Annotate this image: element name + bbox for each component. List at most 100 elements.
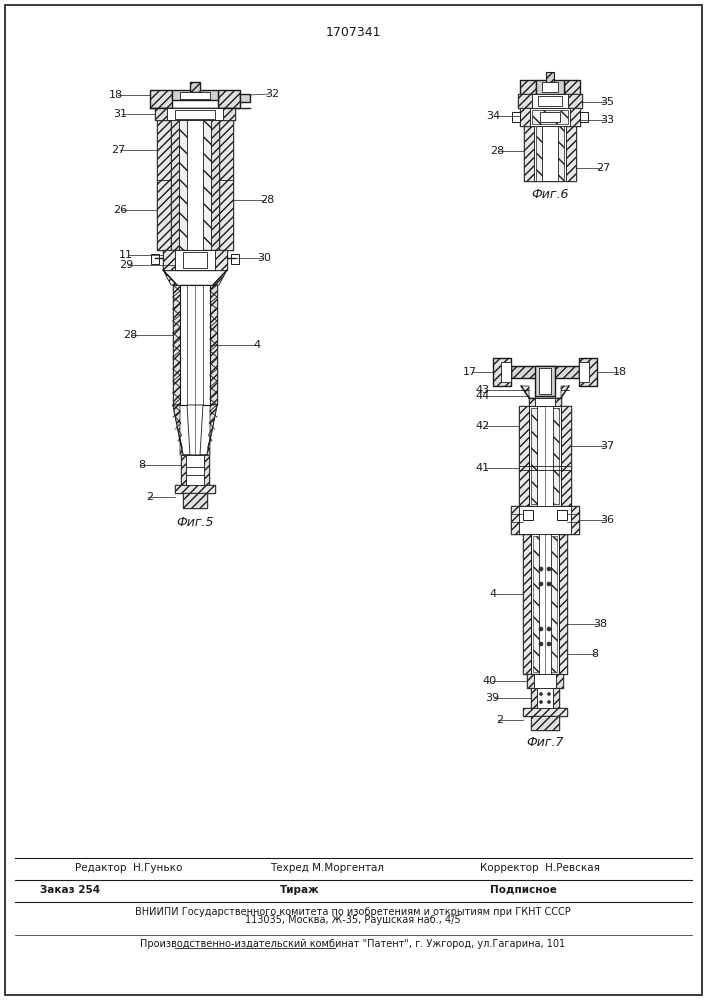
Bar bbox=[536, 80, 564, 94]
Circle shape bbox=[547, 627, 551, 631]
Bar bbox=[535, 366, 555, 396]
Bar bbox=[171, 120, 179, 250]
Bar bbox=[564, 80, 580, 100]
Bar bbox=[240, 94, 250, 102]
Bar bbox=[579, 358, 597, 386]
Bar bbox=[559, 534, 567, 674]
Text: 31: 31 bbox=[113, 109, 127, 119]
Bar bbox=[219, 120, 233, 250]
Polygon shape bbox=[163, 270, 177, 285]
Text: 30: 30 bbox=[257, 253, 271, 263]
Bar bbox=[523, 534, 567, 674]
Bar bbox=[535, 398, 555, 406]
Bar bbox=[531, 688, 559, 708]
Text: 28: 28 bbox=[260, 195, 274, 205]
Bar bbox=[175, 110, 215, 119]
Bar bbox=[537, 406, 553, 506]
Text: 28: 28 bbox=[490, 146, 504, 156]
Text: 37: 37 bbox=[600, 441, 614, 451]
Bar bbox=[493, 358, 511, 386]
Bar bbox=[534, 126, 566, 181]
Bar bbox=[536, 126, 564, 181]
Text: 27: 27 bbox=[111, 145, 125, 155]
Bar bbox=[540, 112, 560, 122]
Bar bbox=[555, 398, 561, 406]
Polygon shape bbox=[521, 386, 529, 398]
Bar bbox=[218, 90, 240, 108]
Bar bbox=[157, 120, 171, 250]
Circle shape bbox=[539, 700, 542, 704]
Bar bbox=[183, 493, 207, 508]
Bar bbox=[190, 82, 200, 92]
Bar bbox=[511, 366, 579, 378]
Text: 2: 2 bbox=[496, 715, 503, 725]
Bar bbox=[181, 455, 186, 485]
Bar bbox=[523, 708, 567, 716]
Circle shape bbox=[547, 567, 551, 571]
Bar bbox=[512, 112, 520, 122]
Text: 39: 39 bbox=[485, 693, 499, 703]
Bar bbox=[529, 398, 561, 406]
Polygon shape bbox=[561, 386, 569, 398]
Text: Фиг.7: Фиг.7 bbox=[526, 736, 563, 748]
Bar bbox=[231, 254, 239, 264]
Text: ВНИИПИ Государственного комитета по изобретениям и открытиям при ГКНТ СССР: ВНИИПИ Государственного комитета по изоб… bbox=[135, 907, 571, 917]
Bar bbox=[524, 126, 534, 181]
Bar bbox=[215, 250, 227, 270]
Bar bbox=[538, 96, 562, 106]
Bar bbox=[181, 455, 209, 485]
Bar bbox=[518, 94, 532, 108]
Bar bbox=[542, 82, 558, 92]
Circle shape bbox=[539, 582, 543, 586]
Bar bbox=[523, 534, 531, 674]
Bar bbox=[580, 112, 588, 122]
Bar bbox=[532, 110, 568, 124]
Text: 2: 2 bbox=[146, 492, 153, 502]
Bar bbox=[546, 72, 554, 82]
Bar bbox=[579, 362, 589, 382]
Bar bbox=[556, 674, 563, 688]
Bar bbox=[210, 285, 217, 405]
Bar bbox=[579, 358, 597, 386]
Circle shape bbox=[539, 567, 543, 571]
Bar bbox=[568, 94, 582, 108]
Bar bbox=[163, 250, 175, 270]
Circle shape bbox=[547, 582, 551, 586]
Bar bbox=[190, 82, 200, 92]
Bar bbox=[519, 406, 529, 506]
Text: 8: 8 bbox=[138, 460, 145, 470]
Bar bbox=[173, 285, 180, 405]
Bar bbox=[520, 108, 530, 126]
Text: 18: 18 bbox=[109, 90, 123, 100]
Bar bbox=[570, 108, 580, 126]
Bar bbox=[531, 688, 537, 708]
Bar bbox=[183, 493, 207, 508]
Bar bbox=[519, 506, 571, 534]
Bar bbox=[553, 688, 559, 708]
Text: Корректор  Н.Ревская: Корректор Н.Ревская bbox=[480, 863, 600, 873]
Bar bbox=[539, 368, 551, 394]
Bar bbox=[527, 674, 563, 688]
Bar bbox=[155, 108, 235, 120]
Text: 8: 8 bbox=[591, 649, 598, 659]
Bar bbox=[171, 120, 219, 250]
Bar bbox=[557, 510, 567, 520]
Text: 41: 41 bbox=[476, 463, 490, 473]
Bar bbox=[186, 455, 204, 485]
Text: Фиг.6: Фиг.6 bbox=[531, 188, 568, 202]
Bar bbox=[531, 534, 559, 674]
Bar bbox=[520, 80, 536, 100]
Polygon shape bbox=[213, 270, 227, 285]
Bar bbox=[531, 716, 559, 730]
Bar bbox=[561, 406, 571, 506]
Bar bbox=[204, 455, 209, 485]
Bar bbox=[523, 510, 533, 520]
Bar bbox=[511, 506, 519, 534]
Bar bbox=[167, 108, 223, 120]
Bar bbox=[180, 285, 210, 405]
Circle shape bbox=[539, 627, 543, 631]
Text: 11: 11 bbox=[119, 250, 133, 260]
Polygon shape bbox=[173, 405, 217, 455]
Circle shape bbox=[547, 642, 551, 646]
Bar bbox=[529, 406, 561, 506]
